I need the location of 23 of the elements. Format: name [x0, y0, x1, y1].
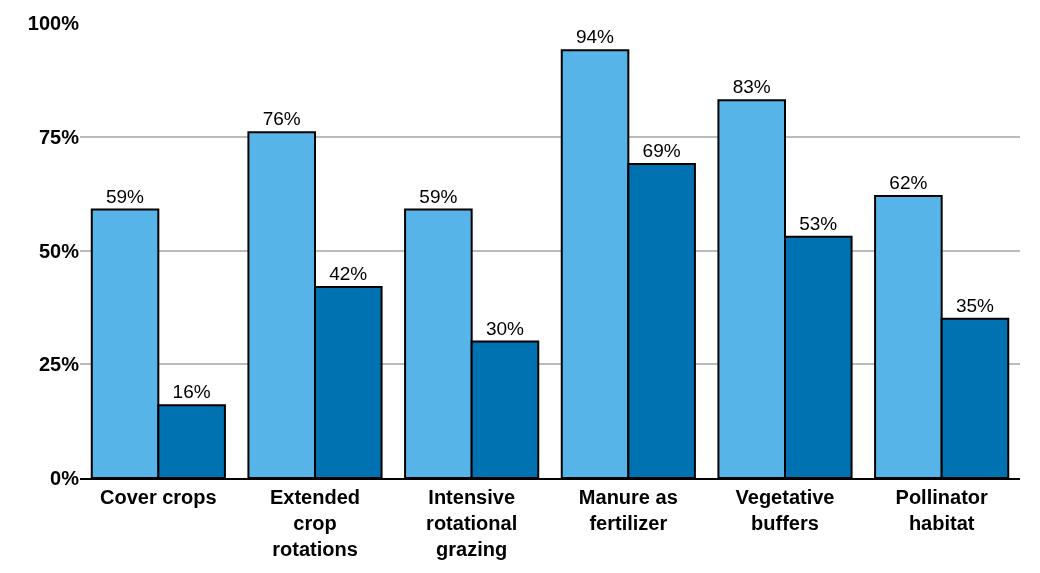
x-tick-label: Vegetative buffers — [735, 486, 835, 534]
data-label: 59% — [105, 185, 145, 207]
x-tick-label: Pollinator habitat — [895, 486, 988, 534]
data-label: 83% — [732, 76, 771, 98]
data-label: 16% — [172, 381, 211, 403]
data-label: 94% — [575, 26, 615, 48]
y-tick-label: 75% — [38, 125, 80, 148]
x-tick-label: Extended crop rotations — [269, 486, 361, 560]
data-label: 59% — [419, 185, 458, 207]
data-label: 76% — [262, 108, 301, 130]
y-tick-label: 25% — [38, 353, 80, 376]
data-label: 69% — [642, 140, 681, 162]
x-tick-label: Cover crops — [99, 486, 217, 508]
y-tick-label: 100% — [27, 12, 80, 34]
data-label: 35% — [955, 294, 995, 316]
y-tick-label: 50% — [38, 239, 80, 262]
data-label: 30% — [485, 317, 525, 339]
data-label: 62% — [889, 171, 928, 193]
x-tick-label: Manure as fertilizer — [578, 486, 678, 534]
x-tick-label: Intensive rotational grazing — [426, 486, 518, 560]
data-label: 53% — [799, 212, 838, 234]
y-tick-label: 0% — [50, 467, 80, 489]
data-label: 42% — [329, 262, 368, 284]
